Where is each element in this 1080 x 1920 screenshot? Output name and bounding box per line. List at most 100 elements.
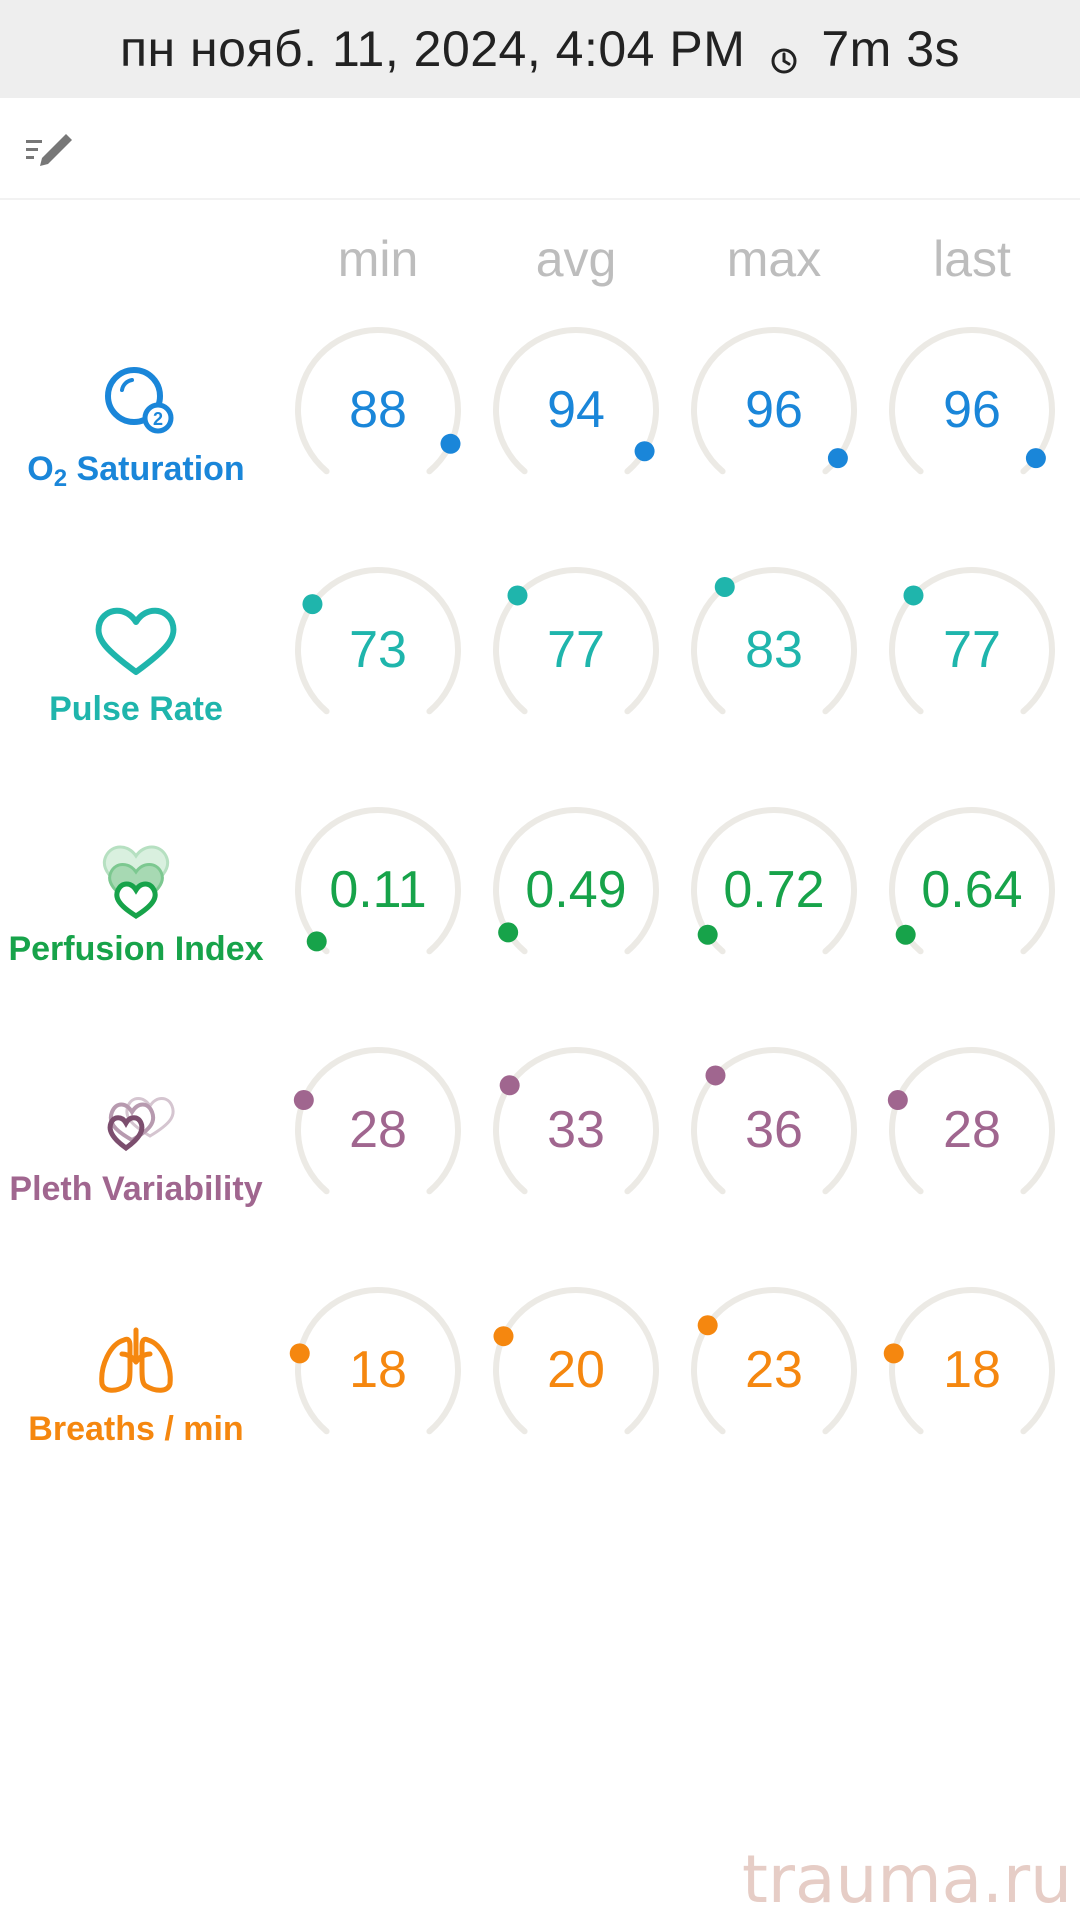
session-datetime: пн нояб. 11, 2024, 4:04 PM xyxy=(119,21,746,77)
gauge-track xyxy=(493,1047,659,1195)
gauge-indicator-dot xyxy=(895,924,916,945)
gauge-o2-saturation-min: 88 xyxy=(288,320,468,500)
gauge-value: 96 xyxy=(745,381,803,439)
gauge-value: 77 xyxy=(547,621,605,679)
heart-outline-icon xyxy=(86,600,186,680)
metric-label-pleth-variability: Pleth Variability xyxy=(9,1170,263,1208)
gauge-indicator-dot xyxy=(697,1315,718,1336)
gauge-indicator-dot xyxy=(507,585,528,606)
session-header: пн нояб. 11, 2024, 4:04 PM 7m 3s xyxy=(0,0,1080,98)
gauge-o2-saturation-max: 96 xyxy=(684,320,864,500)
gauge-track xyxy=(889,327,1055,475)
gauge-indicator-dot xyxy=(499,1075,520,1096)
metric-row-breaths-per-min: Breaths / min 18 20 23 18 xyxy=(0,1280,1080,1520)
metric-row-pulse-rate: Pulse Rate 73 77 83 77 xyxy=(0,560,1080,800)
gauge-indicator-dot xyxy=(293,1090,314,1111)
gauge-value: 28 xyxy=(349,1101,407,1159)
gauge-value: 94 xyxy=(547,381,605,439)
gauge-track xyxy=(295,567,461,715)
gauge-o2-saturation-avg: 94 xyxy=(486,320,666,500)
gauge-track xyxy=(691,807,857,955)
gauge-track xyxy=(889,567,1055,715)
gauge-value: 73 xyxy=(349,621,407,679)
metric-row-pleth-variability: Pleth Variability 28 33 36 28 xyxy=(0,1040,1080,1280)
gauge-pleth-variability-last: 28 xyxy=(882,1040,1062,1220)
gauge-indicator-dot xyxy=(714,576,735,597)
gauge-indicator-dot xyxy=(302,594,323,615)
gauge-perfusion-index-max: 0.72 xyxy=(684,800,864,980)
metric-label-subscript: 2 xyxy=(53,465,68,492)
gauge-indicator-dot xyxy=(697,924,718,945)
gauge-track xyxy=(889,1047,1055,1195)
column-header-min: min xyxy=(337,231,419,287)
metric-label-pulse-rate: Pulse Rate xyxy=(49,690,223,728)
gauge-value: 0.64 xyxy=(921,861,1023,919)
gauge-pulse-rate-last: 77 xyxy=(882,560,1062,740)
gauge-track xyxy=(889,807,1055,955)
gauge-indicator-dot xyxy=(306,931,327,952)
metric-row-perfusion-index: Perfusion Index 0.11 0.49 0.72 0.64 xyxy=(0,800,1080,1040)
gauge-indicator-dot xyxy=(1025,448,1046,469)
o2-bubble-icon: 2 xyxy=(86,360,186,440)
gauge-value: 20 xyxy=(547,1341,605,1399)
gauge-value: 88 xyxy=(349,381,407,439)
gauge-indicator-dot xyxy=(498,922,519,943)
gauge-breaths-per-min-max: 23 xyxy=(684,1280,864,1460)
gauge-pleth-variability-max: 36 xyxy=(684,1040,864,1220)
gauge-indicator-dot xyxy=(440,433,461,454)
svg-text:2: 2 xyxy=(153,409,163,429)
gauge-breaths-per-min-last: 18 xyxy=(882,1280,1062,1460)
gauge-value: 96 xyxy=(943,381,1001,439)
gauge-track xyxy=(295,1287,461,1435)
gauge-indicator-dot xyxy=(903,585,924,606)
pleth-hearts-icon xyxy=(86,1080,186,1160)
gauge-value: 0.11 xyxy=(329,861,427,919)
gauge-pleth-variability-min: 28 xyxy=(288,1040,468,1220)
gauge-track xyxy=(295,807,461,955)
gauge-perfusion-index-avg: 0.49 xyxy=(486,800,666,980)
gauge-track xyxy=(493,327,659,475)
gauge-value: 33 xyxy=(547,1101,605,1159)
gauge-value: 83 xyxy=(745,621,803,679)
layered-hearts-icon xyxy=(86,840,186,920)
metric-label-breaths-per-min: Breaths / min xyxy=(28,1410,244,1448)
gauge-breaths-per-min-avg: 20 xyxy=(486,1280,666,1460)
column-header-max: max xyxy=(726,231,822,287)
gauge-indicator-dot xyxy=(883,1343,904,1364)
gauge-indicator-dot xyxy=(827,448,848,469)
metric-label-o2-saturation: O2 Saturation xyxy=(0,450,272,493)
gauge-pleth-variability-avg: 33 xyxy=(486,1040,666,1220)
gauge-value: 0.49 xyxy=(525,861,627,919)
gauge-value: 18 xyxy=(943,1341,1001,1399)
gauge-track xyxy=(691,567,857,715)
gauge-track xyxy=(493,1287,659,1435)
watermark-text: trauma.ru xyxy=(742,1841,1072,1918)
gauge-indicator-dot xyxy=(289,1343,310,1364)
gauge-track xyxy=(691,1047,857,1195)
gauge-value: 18 xyxy=(349,1341,407,1399)
gauge-breaths-per-min-min: 18 xyxy=(288,1280,468,1460)
gauge-value: 28 xyxy=(943,1101,1001,1159)
toolbar xyxy=(0,98,1080,200)
gauge-perfusion-index-min: 0.11 xyxy=(288,800,468,980)
gauge-pulse-rate-max: 83 xyxy=(684,560,864,740)
gauge-track xyxy=(295,1047,461,1195)
gauge-track xyxy=(691,327,857,475)
gauge-value: 23 xyxy=(745,1341,803,1399)
gauge-indicator-dot xyxy=(493,1326,514,1347)
lungs-icon xyxy=(86,1320,186,1400)
metric-label-part: O xyxy=(27,450,54,488)
edit-list-icon[interactable] xyxy=(24,128,78,168)
gauge-value: 36 xyxy=(745,1101,803,1159)
gauge-indicator-dot xyxy=(634,441,655,462)
metric-row-o2-saturation: 2 O2 Saturation 88 94 96 96 xyxy=(0,320,1080,560)
gauge-pulse-rate-avg: 77 xyxy=(486,560,666,740)
column-header-last: last xyxy=(933,231,1011,287)
column-header-avg: avg xyxy=(535,231,617,287)
gauge-track xyxy=(493,807,659,955)
gauge-perfusion-index-last: 0.64 xyxy=(882,800,1062,980)
gauge-indicator-dot xyxy=(705,1065,726,1086)
gauge-pulse-rate-min: 73 xyxy=(288,560,468,740)
metric-label-perfusion-index: Perfusion Index xyxy=(8,930,264,968)
